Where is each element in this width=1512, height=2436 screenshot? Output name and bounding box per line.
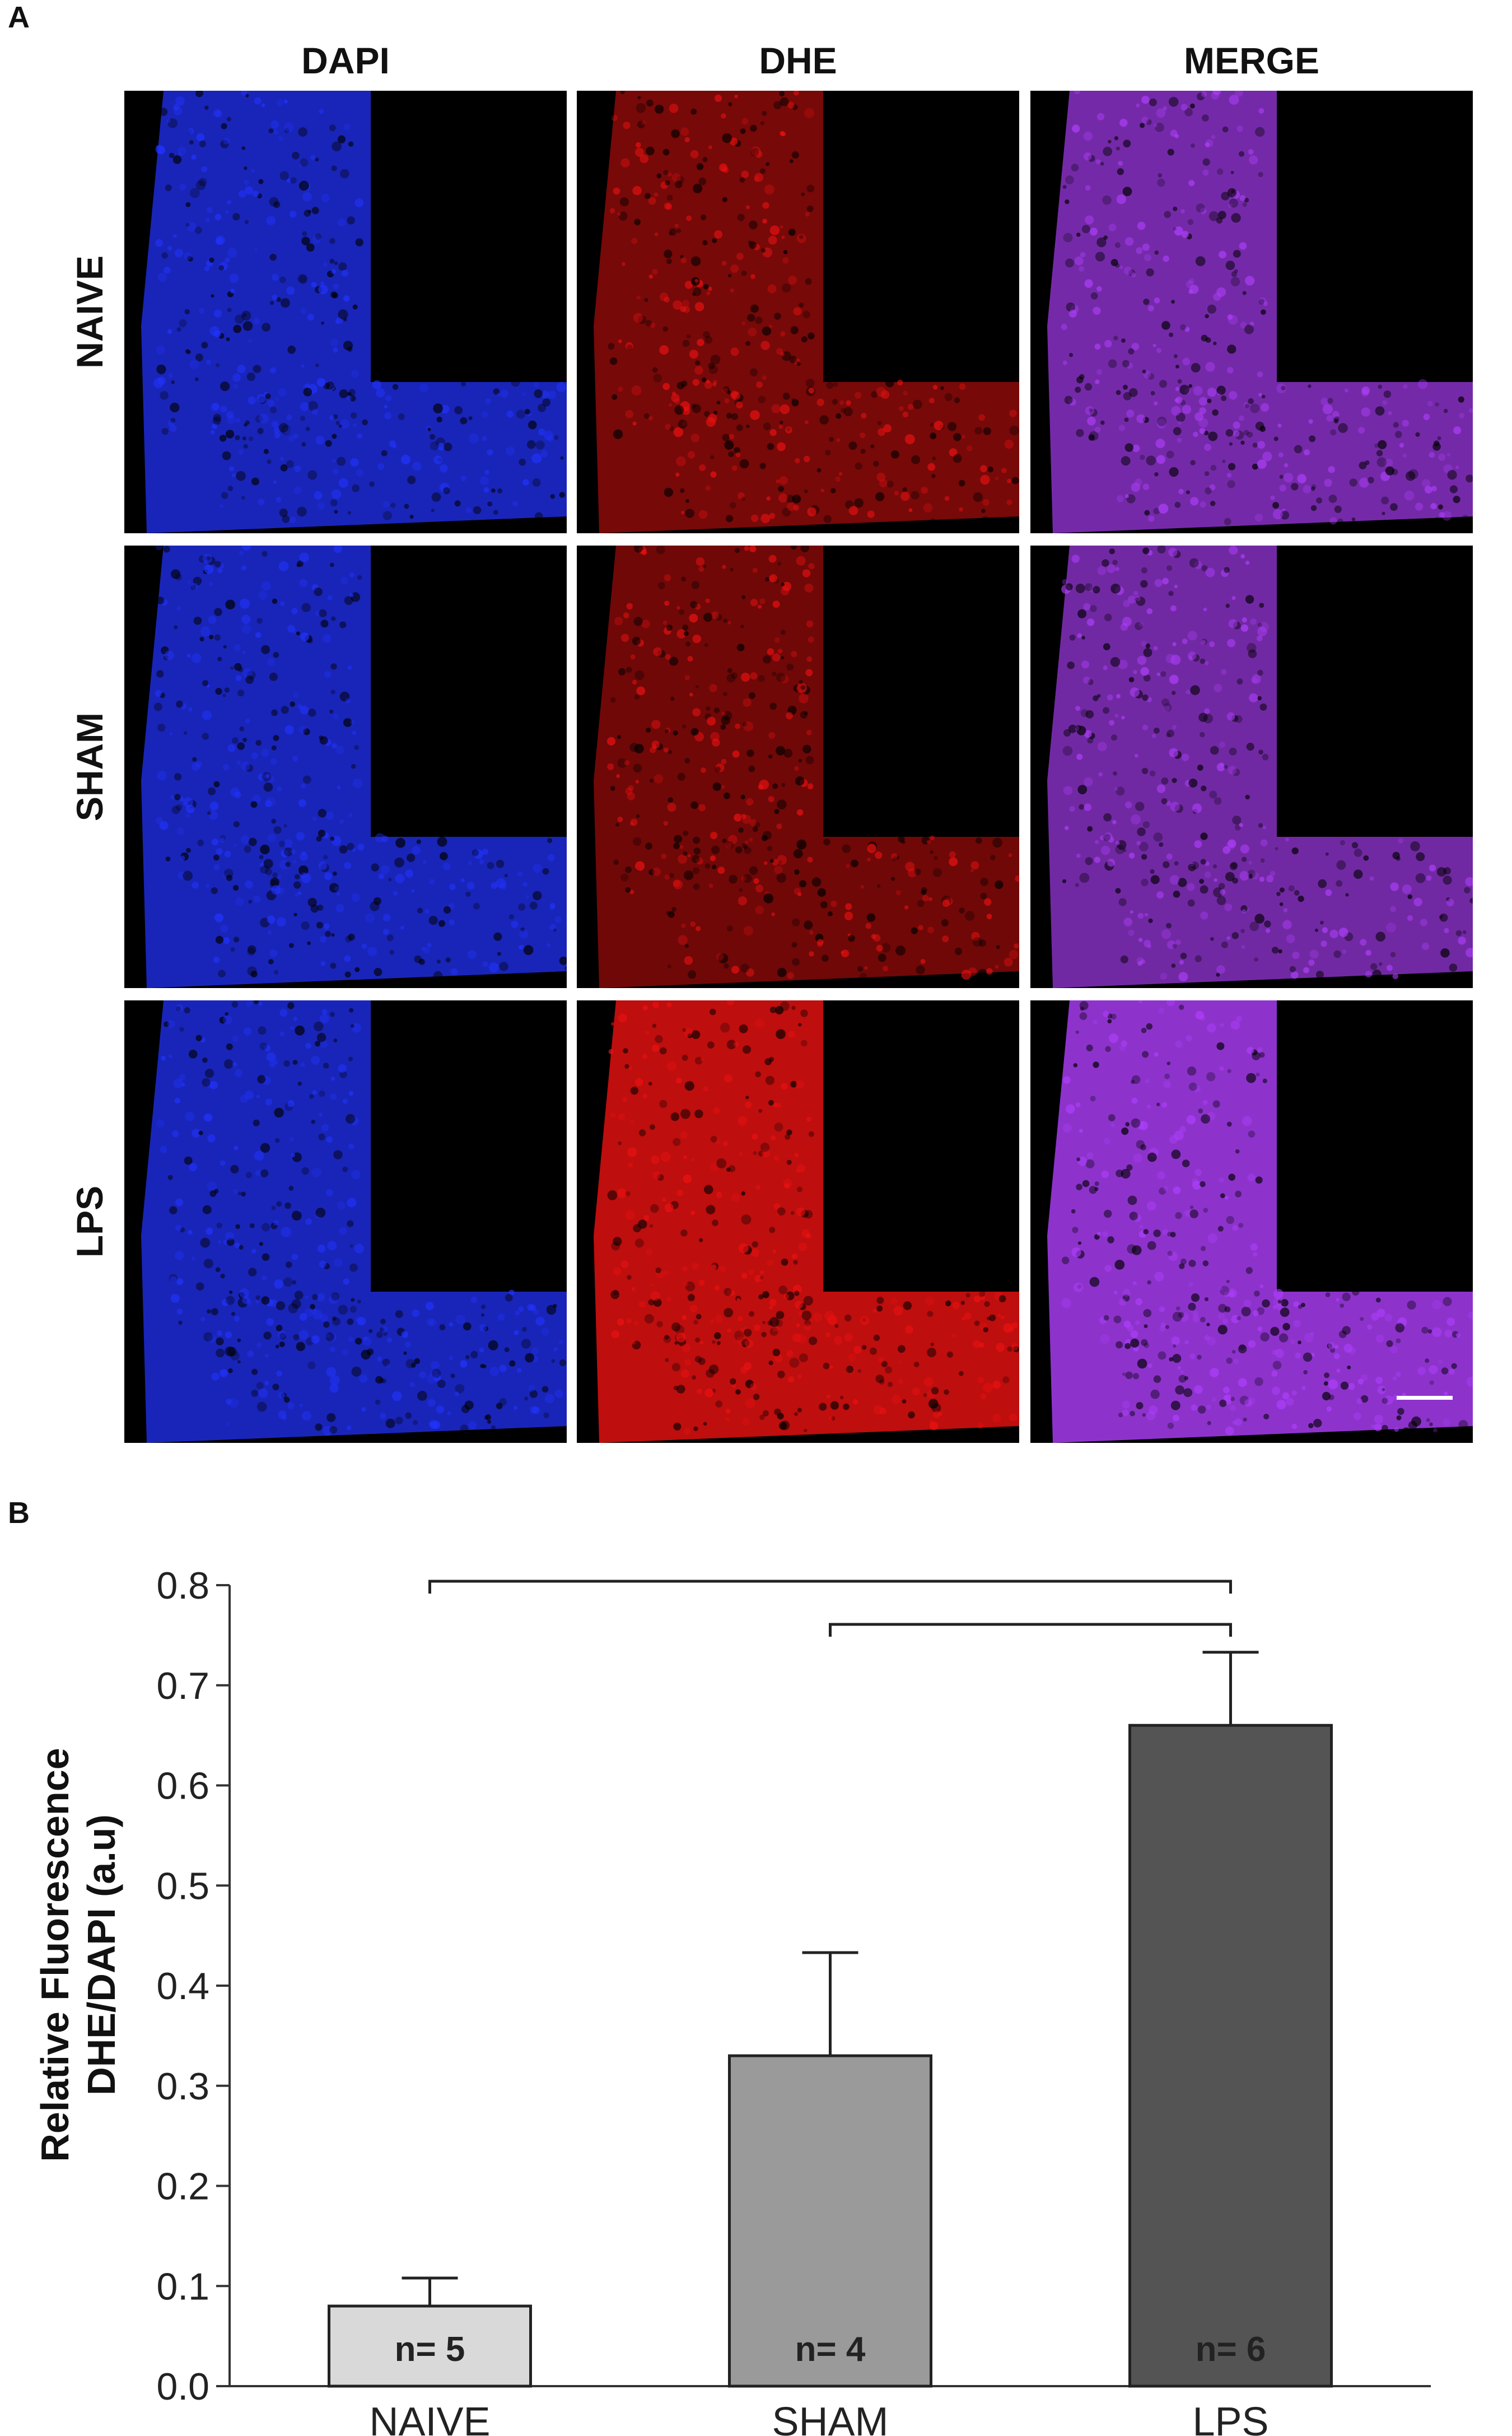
y-axis-title-line2: DHE/DAPI (a.u) [80,1814,123,2095]
bar-chart: Relative Fluorescence DHE/DAPI (a.u) 0.0… [33,1564,1431,2436]
scale-bar [1397,1396,1453,1400]
panel-a-label: A [8,1,30,34]
n-label-lps: n= 6 [1196,2330,1266,2369]
micrograph-lps-dapi [124,1000,567,1443]
n-label-naive: n= 5 [395,2330,465,2369]
y-tick-label: 0.4 [156,1965,209,2008]
x-tick-label-lps: LPS [1192,2400,1268,2436]
micrograph-lps-merge [1030,1000,1473,1443]
y-tick-label: 0.8 [156,1564,209,1607]
chart-bars: n= 5 NAIVE n= 4 SHAM n= 6 LPS [328,1651,1333,2436]
micrograph-naive-dhe [577,91,1019,533]
y-tick-label: 0.5 [156,1865,209,1907]
x-tick-label-naive: NAIVE [369,2400,490,2436]
y-tick-label: 0.2 [156,2165,209,2208]
bar-sham [728,2054,932,2388]
y-axis-title-line1: Relative Fluorescence [33,1748,77,2162]
micrograph-naive-merge [1030,91,1473,533]
y-tick-label: 0.3 [156,2065,209,2108]
y-tick-label: 0.0 [156,2365,209,2408]
significance-brackets [428,1580,1232,1637]
y-tick-label: 0.7 [156,1665,209,1707]
micrograph-sham-dapi [124,546,567,988]
column-header-dhe: DHE [759,40,837,81]
n-label-sham: n= 4 [795,2330,866,2369]
bar-naive [328,2304,532,2388]
significance-bracket-sham-lps [829,1623,1232,1637]
column-header-merge: MERGE [1183,40,1320,81]
row-header-naive: NAIVE [69,255,110,369]
x-tick-label-sham: SHAM [772,2400,888,2436]
y-tick-label: 0.1 [156,2265,209,2308]
micrograph-naive-dapi [124,91,567,533]
column-header-dapi: DAPI [301,40,390,81]
bar-lps [1128,1724,1333,2388]
y-tick-label: 0.6 [156,1765,209,1808]
micrograph-sham-dhe [577,546,1019,988]
micrograph-sham-merge [1030,546,1473,988]
micrograph-lps-dhe [577,1000,1019,1443]
significance-bracket-naive-lps [428,1580,1232,1594]
y-axis-title: Relative Fluorescence DHE/DAPI (a.u) [33,1748,123,2162]
row-header-lps: LPS [69,1185,110,1258]
row-header-sham: SHAM [69,712,110,822]
panel-b-label: B [8,1496,30,1530]
